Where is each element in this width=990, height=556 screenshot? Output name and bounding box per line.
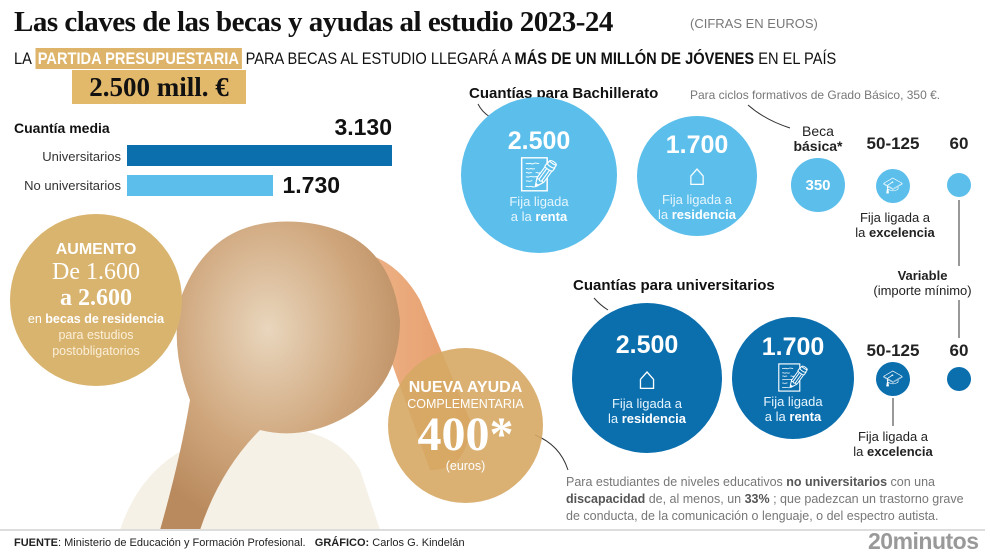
var-amount: 60: [949, 341, 969, 360]
label-bold: residencia: [671, 206, 737, 222]
beca-basica-circle: 350: [791, 158, 845, 212]
document-pen-icon: 📝︎: [517, 155, 561, 194]
fn-bold: discapacidad: [566, 492, 646, 506]
chart-title: Cuantía media: [14, 120, 110, 136]
fn-text: con una: [890, 475, 935, 489]
exc-amount: 50-125: [866, 341, 920, 360]
label: a la: [510, 208, 532, 224]
fn-text: de, al menos, un: [648, 492, 742, 506]
label: la: [855, 225, 866, 240]
subtitle-post: EN EL PAÍS: [758, 49, 837, 68]
fn-bold: no universitarios: [786, 475, 888, 489]
var-circle: [947, 367, 971, 391]
aumento-from: De 1.600: [52, 259, 140, 285]
uni-residencia-circle: 2.500 ⌂ Fija ligada a la residencia: [572, 303, 722, 453]
label-bold: básica*: [793, 138, 843, 154]
label: Fija ligada a: [859, 210, 931, 225]
footnote: Para estudiantes de niveles educativos n…: [566, 474, 976, 525]
label-bold: renta: [535, 208, 568, 224]
document-pen-icon: 📝︎: [775, 361, 811, 393]
var-circle: [947, 173, 971, 197]
bachillerato-heading: Cuantías para Bachillerato: [469, 85, 659, 102]
bach-residencia-circle: 1.700 ⌂ Fija ligada a la residencia: [637, 116, 757, 236]
bar-category-label: No universitarios: [24, 178, 121, 193]
label-bold: excelencia: [868, 225, 935, 240]
page-title: Las claves de las becas y ayudas al estu…: [14, 6, 613, 38]
label: Fija ligada a: [857, 429, 929, 444]
fn-text: Para estudiantes de niveles educativos: [566, 475, 783, 489]
subtitle-bold: MÁS DE UN MILLÓN DE JÓVENES: [514, 49, 755, 68]
label-bold: excelencia: [866, 444, 933, 459]
amount: 1.700: [665, 130, 729, 159]
shirt-shape: [120, 428, 380, 530]
connector-line: [747, 104, 791, 129]
nueva-amount: 400*: [417, 407, 514, 461]
label-bold: renta: [789, 408, 822, 424]
label: Fija ligada a: [661, 191, 733, 207]
bar-value-label: 3.130: [334, 114, 392, 140]
nueva-ayuda-circle: NUEVA AYUDA COMPLEMENTARIA 400* (euros): [388, 348, 543, 503]
units-note: (CIFRAS EN EUROS): [690, 16, 818, 31]
footer-source: FUENTE: Ministerio de Educación y Formac…: [14, 537, 465, 549]
amount: 1.700: [761, 332, 825, 361]
amount: 2.500: [615, 330, 679, 359]
brand-logo: 20minutos: [868, 528, 979, 554]
bar-value-label: 1.730: [282, 172, 341, 198]
label-bold: Variable: [897, 268, 948, 283]
universitarios-heading: Cuantías para universitarios: [573, 277, 775, 294]
uni-renta-circle: 1.700 📝︎ Fija ligada a la renta: [732, 317, 854, 439]
label: la: [853, 444, 864, 459]
house-icon: ⌂: [637, 359, 657, 396]
aumento-to: a 2.600: [60, 285, 132, 311]
aumento-bold: becas de residencia: [45, 312, 165, 326]
budget-box: 2.500 mill. €: [72, 70, 246, 104]
label: Fija ligada: [509, 193, 569, 209]
fn-text: ; que padezcan un trastorno grave de con…: [566, 492, 964, 523]
exc-amount: 50-125: [866, 134, 920, 153]
aumento-circle: AUMENTO De 1.600 a 2.600 en becas de res…: [10, 214, 182, 386]
label: Fija ligada a: [611, 395, 683, 411]
source-text: : Ministerio de Educación y Formación Pr…: [58, 537, 306, 549]
beca-basica-label: Beca básica*: [780, 124, 856, 154]
var-amount: 60: [949, 134, 969, 153]
fn-bold: 33%: [744, 492, 770, 506]
credit-text: Carlos G. Kindelán: [372, 537, 465, 549]
label-bold: residencia: [621, 410, 687, 426]
aumento-pre: en: [27, 312, 42, 326]
amount: 2.500: [507, 126, 571, 155]
label: Beca: [802, 123, 834, 139]
label: (importe mínimo): [873, 283, 972, 298]
bar-universitarios: [127, 145, 392, 166]
hair-shape: [160, 221, 400, 530]
bar-no-universitarios: [127, 175, 274, 196]
subtitle-pre: LA: [14, 49, 32, 68]
source-label: FUENTE: [14, 537, 58, 549]
graduation-books-icon: 🎓︎: [876, 362, 910, 396]
bach-renta-circle: 2.500 📝︎ Fija ligada a la renta: [461, 97, 617, 253]
house-icon: ⌂: [687, 158, 707, 192]
label: la: [657, 206, 669, 222]
credit-label: GRÁFICO:: [314, 537, 370, 549]
label: la: [607, 410, 619, 426]
aumento-title: AUMENTO: [55, 241, 137, 258]
label: Fija ligada: [763, 393, 823, 409]
nueva-sub: COMPLEMENTARIA: [407, 396, 524, 411]
aumento-post: para estudios postobligatorios: [52, 328, 140, 358]
label: a la: [764, 408, 786, 424]
bar-category-label: Universitarios: [42, 149, 121, 164]
nueva-unit: (euros): [445, 458, 486, 473]
grado-basico-note: Para ciclos formativos de Grado Básico, …: [690, 88, 941, 102]
nueva-title: NUEVA AYUDA: [408, 378, 523, 396]
subtitle-highlight: PARTIDA PRESUPUESTARIA: [35, 48, 242, 69]
subtitle: LA PARTIDA PRESUPUESTARIA PARA BECAS AL …: [14, 48, 837, 69]
subtitle-mid: PARA BECAS AL ESTUDIO LLEGARÁ A: [245, 49, 511, 68]
graduation-books-icon: 🎓︎: [876, 169, 910, 203]
var-label: Variable (importe mínimo): [860, 268, 985, 298]
exc-label: Fija ligada a la excelencia: [845, 210, 945, 240]
exc-label: Fija ligada a la excelencia: [843, 429, 943, 459]
connector-line: [593, 297, 609, 311]
